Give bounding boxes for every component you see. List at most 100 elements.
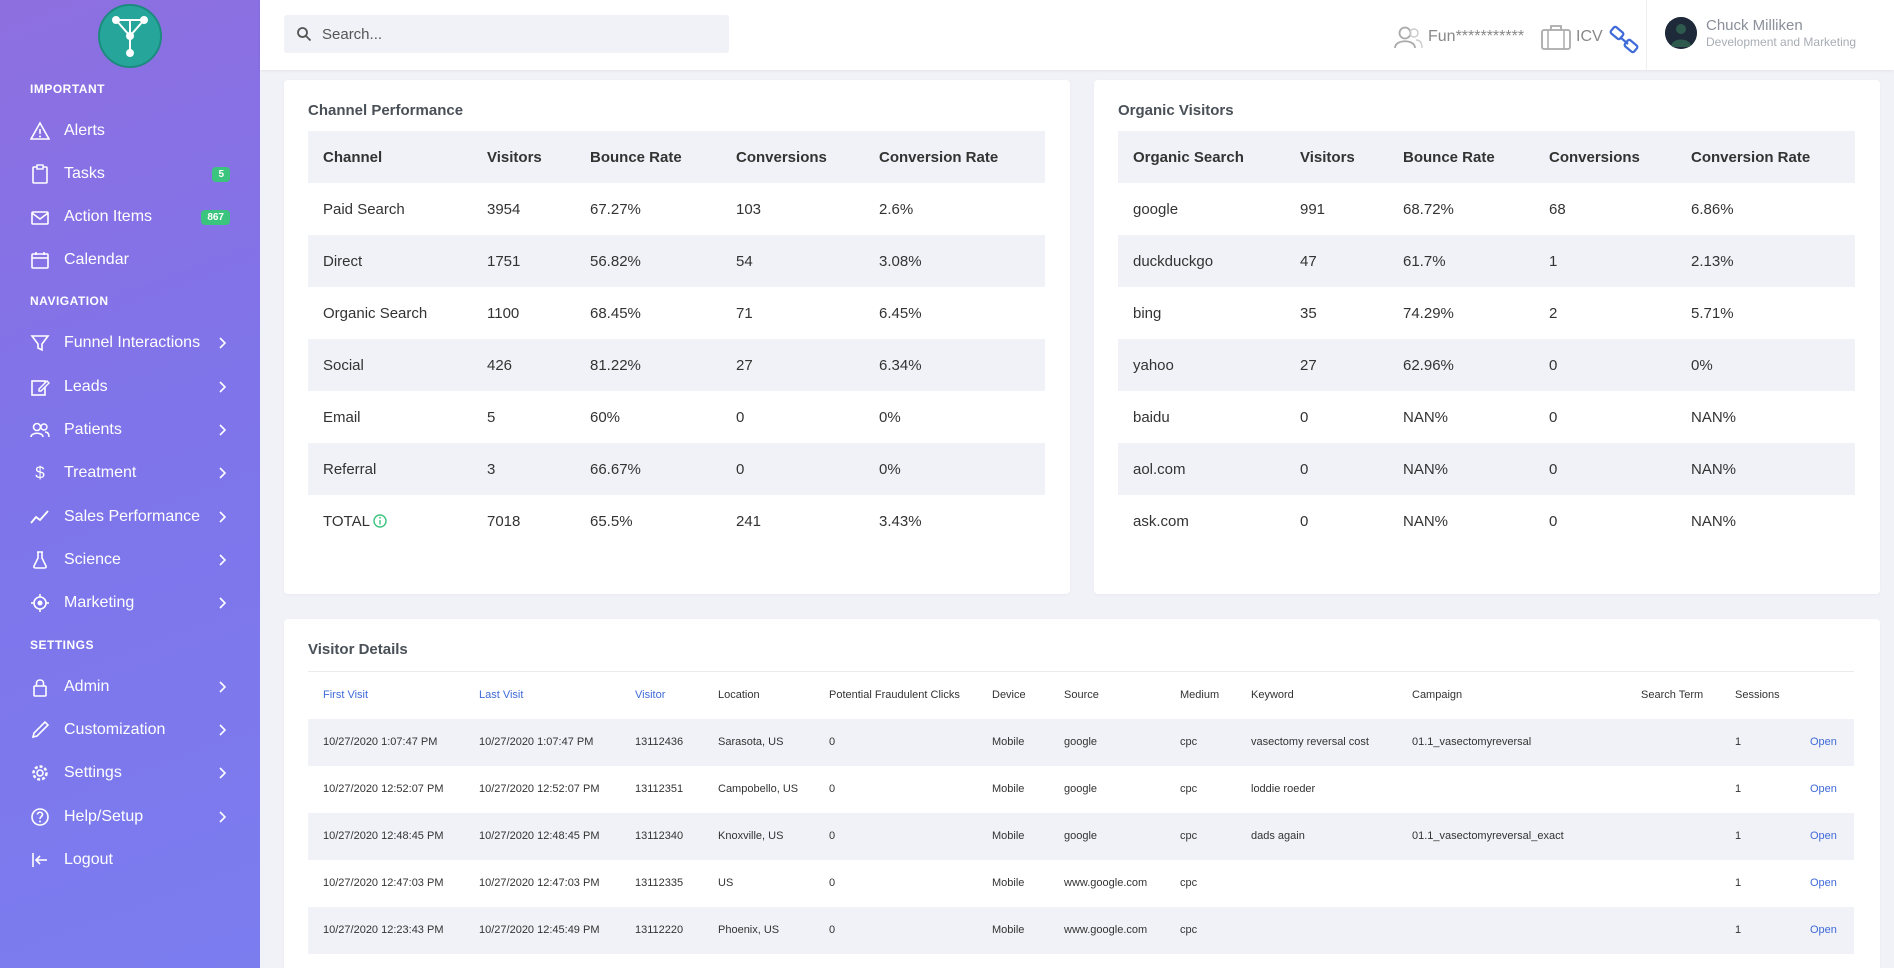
table-row: Social 426 81.22% 27 6.34%: [308, 339, 1045, 391]
sidebar-item-settings[interactable]: Settings: [0, 753, 260, 793]
column-header: Bounce Rate: [1388, 131, 1534, 183]
table-cell: [1397, 906, 1626, 954]
table-cell: 0: [829, 877, 836, 889]
sidebar-item-science[interactable]: Science: [0, 540, 260, 580]
open-link[interactable]: Open: [1810, 877, 1837, 889]
open-link[interactable]: Open: [1795, 906, 1854, 954]
table-cell: NAN%: [1691, 408, 1737, 426]
sort-last-visit[interactable]: Last Visit: [479, 689, 524, 702]
organic-visitors-title: Organic Visitors: [1118, 102, 1234, 119]
header-tool-icv[interactable]: ICV: [1540, 24, 1603, 50]
sidebar-item-tasks[interactable]: Tasks 5: [0, 154, 260, 194]
open-link[interactable]: Open: [1795, 812, 1854, 860]
table-cell: 61.7%: [1388, 235, 1534, 287]
table-row-total: TOTAL 7018 65.5% 241 3.43%: [308, 495, 1045, 547]
sidebar-item-leads[interactable]: Leads: [0, 367, 260, 407]
table-cell: 241: [736, 512, 762, 530]
table-cell: Phoenix, US: [703, 906, 814, 954]
section-navigation: NAVIGATION: [30, 294, 109, 308]
table-cell: Mobile: [992, 877, 1025, 889]
table-cell: [1626, 860, 1720, 907]
table-cell: 0: [1549, 512, 1558, 530]
sidebar-item-patients[interactable]: Patients: [0, 410, 260, 450]
column-header: Organic Search: [1118, 131, 1285, 183]
table-cell: duckduckgo: [1118, 235, 1285, 287]
table-cell: 3.08%: [864, 235, 1045, 287]
column-header: Visitors: [472, 131, 575, 183]
sidebar-item-funnel-interactions[interactable]: Funnel Interactions: [0, 323, 260, 363]
info-icon[interactable]: [373, 513, 387, 528]
table-cell: 81.22%: [575, 339, 721, 391]
column-header: Conversions: [1534, 131, 1676, 183]
sidebar-item-admin[interactable]: Admin: [0, 667, 260, 707]
sidebar-item-customization[interactable]: Customization: [0, 710, 260, 750]
table-cell: NAN%: [1691, 512, 1737, 530]
table-cell: Campobello, US: [718, 783, 799, 795]
table-cell: 71: [736, 304, 753, 322]
table-cell: 54: [721, 235, 864, 287]
open-link[interactable]: Open: [1810, 783, 1837, 795]
column-header: Conversion Rate: [864, 131, 1045, 183]
briefcase-icon: [1541, 25, 1571, 50]
sidebar-item-logout[interactable]: Logout: [0, 840, 260, 880]
table-cell: 5: [487, 408, 496, 426]
sidebar-item-label: Action Items: [64, 208, 153, 225]
trend-line-icon: [29, 506, 51, 528]
pencil-icon: [29, 719, 51, 741]
table-cell: 47: [1285, 235, 1388, 287]
chevron-right-icon: [219, 511, 227, 523]
table-cell: dads again: [1236, 812, 1397, 860]
table-cell: 0: [814, 906, 977, 954]
sidebar-item-label: Logout: [64, 851, 113, 868]
sidebar-item-label: Calendar: [64, 251, 129, 268]
logo[interactable]: [98, 4, 162, 68]
table-cell: 6.45%: [879, 304, 922, 322]
visitor-details-table: First Visit Last Visit Visitor Location …: [308, 671, 1854, 954]
table-cell: baidu: [1133, 408, 1170, 426]
sidebar-item-label: Help/Setup: [64, 808, 144, 825]
column-header: [1795, 672, 1854, 719]
table-cell: 0: [1300, 512, 1309, 530]
sidebar-item-marketing[interactable]: Marketing: [0, 583, 260, 623]
search-input[interactable]: [322, 15, 722, 53]
sidebar-item-action-items[interactable]: Action Items 867: [0, 197, 260, 237]
column-header: Conversions: [721, 131, 864, 183]
table-cell: 426: [472, 339, 575, 391]
header-tool-fun[interactable]: Fun***********: [1392, 24, 1524, 50]
table-cell: bing: [1133, 304, 1162, 322]
table-cell: 1: [1735, 877, 1742, 889]
table-cell: 1: [1720, 718, 1795, 766]
table-cell: google: [1064, 783, 1098, 795]
table-header-row: First Visit Last Visit Visitor Location …: [308, 672, 1854, 719]
sort-visitor[interactable]: Visitor: [635, 689, 666, 702]
sidebar-item-treatment[interactable]: $ Treatment: [0, 453, 260, 493]
user-role: Development and Marketing: [1706, 35, 1857, 49]
table-cell: 3.43%: [879, 512, 922, 530]
table-cell: aol.com: [1118, 443, 1285, 495]
link-button[interactable]: [1608, 24, 1642, 56]
sort-first-visit[interactable]: First Visit: [323, 689, 369, 702]
table-cell: 13112220: [620, 906, 703, 954]
table-cell: [1626, 812, 1720, 860]
table-cell: cpc: [1165, 812, 1236, 860]
table-cell: Email: [323, 408, 361, 426]
sidebar-item-alerts[interactable]: Alerts: [0, 111, 260, 151]
sidebar-item-help-setup[interactable]: Help/Setup: [0, 797, 260, 837]
table-cell: 10/27/2020 12:23:43 PM: [308, 906, 464, 954]
header-tool-icv-label: ICV: [1576, 28, 1603, 45]
table-row: ask.com 0 NAN% 0 NAN%: [1118, 495, 1855, 547]
column-header: Potential Fraudulent Clicks: [829, 689, 960, 702]
open-link[interactable]: Open: [1795, 718, 1854, 766]
funnel-icon: [29, 332, 51, 354]
column-header: Medium: [1180, 689, 1220, 702]
table-cell: NAN%: [1403, 408, 1449, 426]
users-icon: [29, 419, 51, 441]
user-menu[interactable]: Chuck Milliken Development and Marketing: [1646, 0, 1886, 70]
column-header: Conversion Rate: [1676, 131, 1855, 183]
sidebar-item-sales-performance[interactable]: Sales Performance: [0, 497, 260, 537]
table-cell: 7018: [487, 512, 521, 530]
table-cell: 2: [1549, 304, 1558, 322]
sidebar-item-calendar[interactable]: Calendar: [0, 240, 260, 280]
table-cell: 0: [814, 812, 977, 860]
table-cell: Referral: [308, 443, 472, 495]
